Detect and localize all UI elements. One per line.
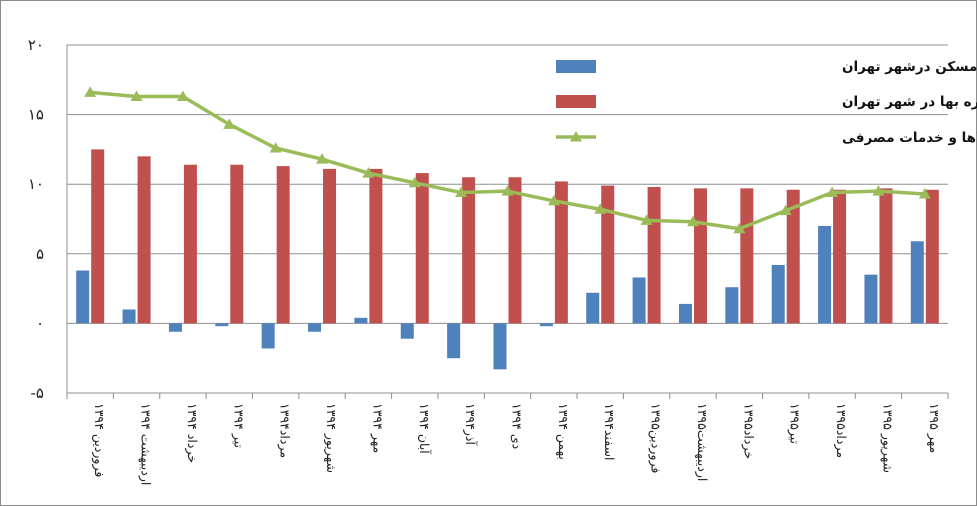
x-tick-label: تیر۱۳۹۵ [787,403,803,445]
rent-bar [693,188,707,324]
housing-price-bar [308,323,322,332]
legend-swatch [556,95,596,108]
housing-price-bar [678,303,692,324]
line-series-group [84,86,931,234]
rent-bar [740,188,754,324]
cpi-marker [316,153,329,164]
rent-bar [833,189,847,324]
housing-price-bar [771,264,785,324]
cpi-marker [223,118,236,129]
x-tick-label: مرداد۱۳۹۵ [833,403,849,458]
cpi-marker [547,194,560,206]
y-tick-label: -۵ [31,384,44,402]
y-tick-label: ۲۰ [28,36,44,54]
y-tick-label: ۵ [36,245,44,263]
x-tick-label: اردیبهشت۱۳۹۵ [694,403,710,481]
rent-bar [183,164,197,324]
rent-bar [786,189,800,324]
x-axis-ticks: فروردین ۱۳۹۴ اردیبهشت ۱۳۹۴ خرداد ۱۳۹۴ تیر ۱… [91,403,942,485]
x-tick-label: اردیبهشت ۱۳۹۴ [138,403,154,485]
housing-price-bar [586,292,600,324]
cpi-marker [130,90,143,102]
y-axis-ticks: ۲۰ ۱۵ ۱۰ ۵ ۰ -۵ [28,36,44,402]
housing-price-bar [493,323,507,370]
cpi-marker [84,86,97,97]
cpi-marker [779,204,792,216]
cpi-marker [408,176,421,188]
rent-bar [369,168,383,324]
cpi-marker [269,142,282,153]
bars-group [76,149,939,370]
cpi-marker [176,90,189,102]
x-tick-label: اسفند۱۳۹۴ [602,403,617,460]
housing-price-bar [76,270,90,324]
x-tick-label: آذر۱۳۹۴ [462,403,478,445]
legend-label: نرخ رشدشاخص بهای کالاها و خدمات مصرفی [842,130,977,146]
x-tick-label: خرداد ۱۳۹۴ [184,403,200,463]
cpi-marker [640,214,653,225]
rent-bar [508,177,522,324]
housing-price-bar [447,323,461,359]
legend-swatch-marker [570,131,582,142]
housing-price-bar [818,225,832,324]
y-tick-label: ۱۵ [28,106,44,124]
legend-label: نرخ رشد قیمت مسکن درشهر تهران [842,59,977,75]
rent-bar [925,189,939,324]
cpi-marker [362,167,375,178]
cpi-marker [686,215,699,227]
y-tick-label: ۰ [36,314,44,332]
cpi-marker [501,185,514,196]
legend-swatch [556,60,596,73]
cpi-marker [455,186,468,198]
x-tick-label: خرداد۱۳۹۵ [740,403,756,459]
housing-price-bar [864,274,878,324]
housing-price-bar [400,323,414,339]
rent-bar [137,156,151,324]
legend: نرخ رشد قیمت مسکن درشهر تهران نرخ رشد اجا… [556,59,977,146]
rent-bar [91,149,105,324]
housing-price-bar [122,309,136,324]
rent-bar [230,164,244,324]
housing-price-bar [725,287,739,324]
rent-bar [554,181,568,324]
housing-price-bar [261,323,275,349]
housing-price-bar [354,317,368,324]
x-tick-label: شهریور ۱۳۹۴ [323,403,339,473]
x-tick-label: فروردین۱۳۹۵ [648,403,664,473]
rent-bar [647,186,661,324]
rent-bar [879,188,893,324]
housing-price-bar [215,323,229,327]
cpi-marker [826,186,839,198]
housing-price-bar [168,323,182,332]
rent-bar [323,168,337,324]
housing-price-bar [539,323,553,327]
x-tick-label: تیر ۱۳۹۴ [230,403,246,449]
cpi-marker [733,222,746,234]
cpi-marker [872,185,885,196]
x-tick-label: آبان ۱۳۹۴ [417,403,432,454]
legend-label: نرخ رشد اجاره بها در شهر تهران [842,94,977,110]
rent-bar [462,177,476,324]
cpi-marker [918,187,931,199]
gridlines [66,44,949,399]
x-tick-label: مرداد۱۳۹۴ [277,403,293,458]
cpi-marker [594,203,607,214]
x-tick-label: دی ۱۳۹۴ [510,403,525,449]
x-tick-label: شهریور ۱۳۹۵ [879,403,895,473]
y-tick-label: ۱۰ [28,175,44,193]
x-tick-label: مهر ۱۳۹۵ [926,403,942,453]
x-tick-label: فروردین ۱۳۹۴ [91,403,107,477]
rent-bar [601,185,615,324]
x-tick-label: مهر ۱۳۹۴ [369,403,385,453]
housing-price-bar [910,241,924,324]
rent-bar [276,166,290,324]
rent-bar [415,173,429,324]
x-tick-label: بهمن ۱۳۹۴ [555,403,571,460]
housing-price-bar [632,277,646,324]
